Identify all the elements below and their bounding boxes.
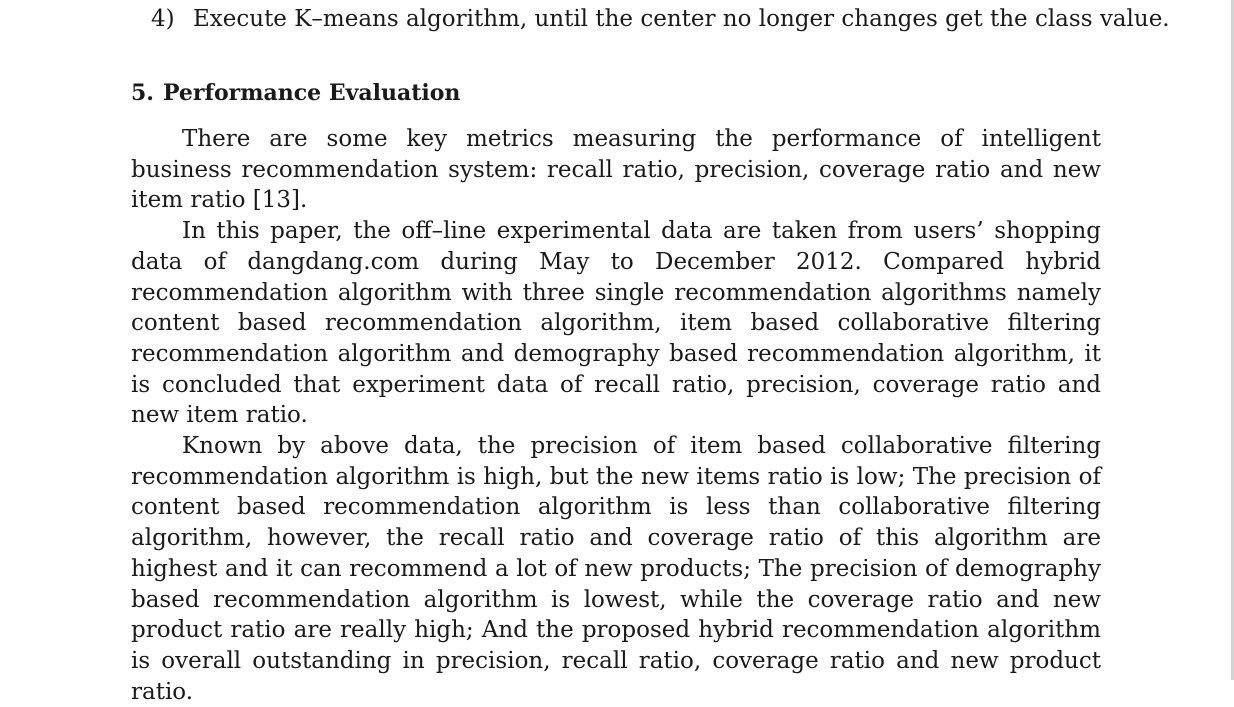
document-page: 4) Execute K–means algorithm, until the c… xyxy=(131,6,1170,705)
section-heading: 5. Performance Evaluation xyxy=(131,78,1101,108)
list-item-text: Execute K–means algorithm, until the cen… xyxy=(193,6,1170,32)
section-number: 5. xyxy=(131,80,154,106)
numbered-list-item: 4) Execute K–means algorithm, until the c… xyxy=(151,4,1170,34)
page-content: 4) Execute K–means algorithm, until the c… xyxy=(131,4,1170,707)
list-item-number: 4) xyxy=(151,6,175,32)
paragraph-experiment-data: In this paper, the off–line experimental… xyxy=(131,218,1101,429)
page-edge-divider xyxy=(1231,0,1234,680)
paragraph-analysis: Known by above data, the precision of it… xyxy=(131,433,1101,705)
paragraph-metrics: There are some key metrics measuring the… xyxy=(131,126,1101,214)
section-title: Performance Evaluation xyxy=(162,80,461,106)
